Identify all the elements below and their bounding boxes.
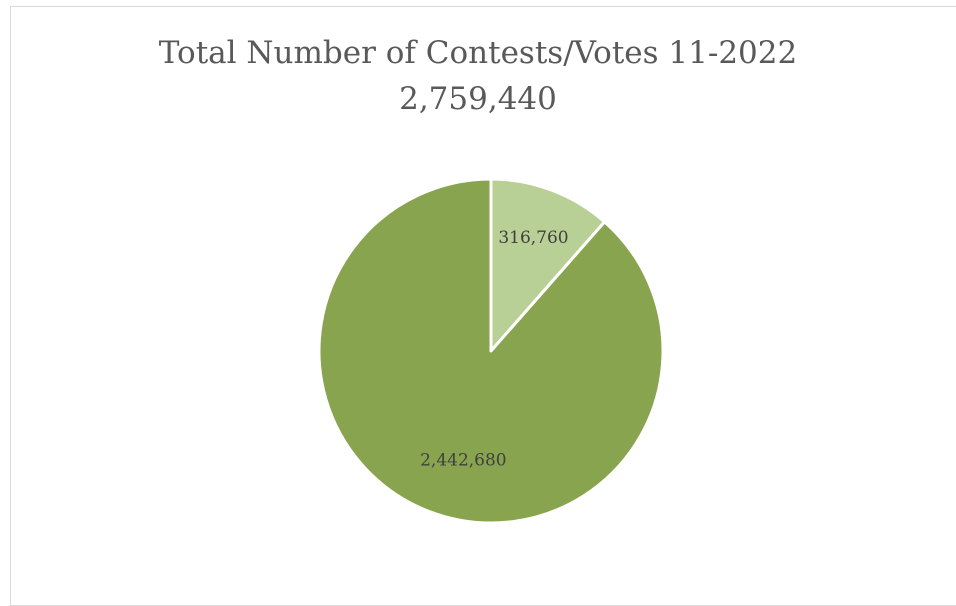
pie-slice-1: [489, 177, 607, 353]
pie-chart: 316,760 2,442,680: [317, 177, 665, 525]
chart-title-line: Total Number of Contests/Votes 11-2022: [158, 35, 798, 71]
pie-slice-2: [317, 177, 665, 525]
chart-title: Total Number of Contests/Votes 11-2022 2…: [0, 30, 956, 122]
chart-subtitle: 2,759,440: [399, 81, 557, 117]
pie-slice-label-1: 316,760: [498, 228, 568, 248]
pie-slice-label-2: 2,442,680: [420, 450, 507, 470]
